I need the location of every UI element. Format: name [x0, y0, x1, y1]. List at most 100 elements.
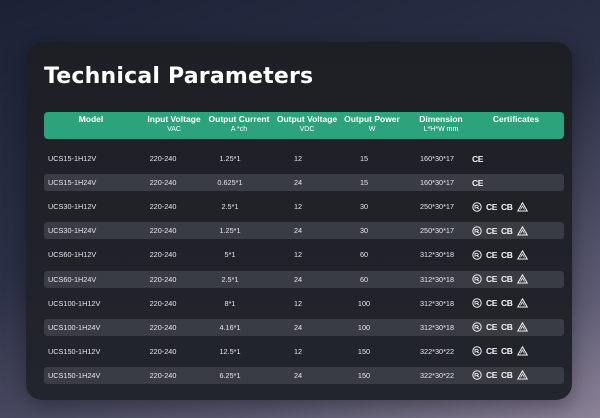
cell-model: UCS150-1H12V — [48, 346, 101, 356]
ukca-triangle-mark-icon — [516, 225, 528, 236]
table-header: Model Input Voltage VAC Output Current A *… — [44, 112, 564, 139]
table-row: UCS100-1H12V 220-240 8*1 12 100 312*30*18 CE CB — [44, 295, 564, 312]
cell-model: UCS15-1H24V — [48, 178, 97, 188]
cell-certificates: CE CB — [472, 367, 528, 384]
cell-output-current: 2.5*1 — [221, 202, 239, 212]
cell-dimension: 322*30*22 — [419, 370, 455, 380]
ukca-triangle-mark-icon — [516, 370, 528, 380]
cell-output-voltage: 24 — [293, 274, 303, 284]
rcm-mark-icon — [472, 274, 482, 284]
cell-output-current: 2.5*1 — [221, 274, 239, 284]
ce-mark-icon: CE — [486, 370, 498, 381]
header-model: Model — [78, 114, 104, 124]
cb-mark-icon: CB — [501, 201, 513, 212]
cell-certificates: CE — [472, 174, 483, 191]
cell-output-current: 5*1 — [224, 250, 236, 260]
table-row: UCS30-1H24V 220-240 1.25*1 24 30 250*30*17 CE C… — [44, 222, 564, 240]
table-row: UCS60-1H24V 220-240 2.5*1 24 60 312*30*18 CE CB — [44, 270, 564, 288]
cell-model: UCS100-1H24V — [48, 322, 101, 332]
cell-certificates: CE CB — [472, 246, 528, 263]
cell-output-voltage: 12 — [293, 154, 303, 163]
cell-output-power: 15 — [359, 178, 369, 188]
ce-mark-icon: CE — [486, 322, 498, 333]
cell-output-current: 1.25*1 — [219, 226, 241, 236]
cell-dimension: 160*30*17 — [419, 154, 455, 163]
rcm-mark-icon — [472, 250, 482, 260]
rcm-mark-icon — [472, 226, 482, 236]
ukca-triangle-mark-icon — [516, 249, 528, 260]
cell-certificates: CE CB — [472, 198, 528, 215]
ce-mark-icon: CE — [486, 249, 498, 260]
table-row: UCS15-1H12V 220-240 1.25*1 12 15 160*30*17 CE — [44, 150, 564, 167]
cell-output-voltage: 12 — [293, 250, 303, 260]
cell-model: UCS30-1H12V — [48, 202, 97, 212]
page-title: Technical Parameters — [44, 64, 314, 89]
cell-dimension: 250*30*17 — [419, 202, 455, 212]
cell-model: UCS60-1H12V — [48, 250, 97, 260]
cell-dimension: 312*30*18 — [419, 322, 455, 332]
cell-output-power: 150 — [357, 346, 371, 356]
cell-input-voltage: 220-240 — [149, 274, 177, 284]
cell-input-voltage: 220-240 — [149, 346, 177, 356]
cell-output-voltage: 24 — [293, 370, 303, 380]
cb-mark-icon: CB — [501, 298, 513, 309]
header-output-power: Output Power W — [344, 114, 400, 133]
cell-model: UCS15-1H12V — [48, 154, 97, 163]
cb-mark-icon: CB — [501, 322, 513, 333]
cell-dimension: 160*30*17 — [419, 178, 455, 188]
cb-mark-icon: CB — [501, 249, 513, 260]
cell-model: UCS60-1H24V — [48, 274, 97, 284]
cell-output-voltage: 24 — [293, 226, 303, 236]
cell-output-power: 60 — [359, 274, 369, 284]
cell-output-power: 30 — [359, 226, 369, 236]
cell-output-current: 0.625*1 — [217, 178, 243, 188]
table-row: UCS60-1H12V 220-240 5*1 12 60 312*30*18 CE CB — [44, 246, 564, 263]
cell-certificates: CE CB — [472, 222, 528, 239]
cell-certificates: CE CB — [472, 319, 528, 336]
cell-dimension: 322*30*22 — [419, 346, 455, 356]
ukca-triangle-mark-icon — [516, 201, 528, 212]
cell-model: UCS30-1H24V — [48, 226, 97, 236]
cb-mark-icon: CB — [501, 225, 513, 236]
cell-output-voltage: 24 — [293, 178, 303, 188]
cell-input-voltage: 220-240 — [149, 250, 177, 260]
cell-dimension: 312*30*18 — [419, 274, 455, 284]
ukca-triangle-mark-icon — [516, 322, 528, 332]
ukca-triangle-mark-icon — [516, 274, 528, 284]
table-row: UCS150-1H24V 220-240 6.25*1 24 150 322*30*22 C… — [44, 366, 564, 384]
cell-certificates: CE CB — [472, 343, 528, 360]
cell-input-voltage: 220-240 — [149, 322, 177, 332]
cell-output-power: 60 — [359, 250, 369, 260]
cb-mark-icon: CB — [501, 274, 513, 284]
ce-mark-icon: CE — [472, 177, 484, 188]
header-dimension: Dimension L*H*W mm — [419, 114, 463, 133]
cell-certificates: CE — [472, 150, 483, 167]
rcm-mark-icon — [472, 201, 482, 212]
cell-output-power: 15 — [359, 154, 369, 163]
table-row: UCS100-1H24V 220-240 4.16*1 24 100 312*30*18 C… — [44, 318, 564, 336]
cell-output-power: 100 — [357, 322, 371, 332]
cell-model: UCS100-1H12V — [48, 298, 101, 308]
cb-mark-icon: CB — [501, 370, 513, 381]
cell-input-voltage: 220-240 — [149, 178, 177, 188]
cell-output-current: 6.25*1 — [219, 370, 241, 380]
header-output-current: Output Current A *ch — [208, 114, 270, 133]
rcm-mark-icon — [472, 298, 482, 308]
cell-output-voltage: 24 — [293, 322, 303, 332]
cell-input-voltage: 220-240 — [149, 298, 177, 308]
table-row: UCS30-1H12V 220-240 2.5*1 12 30 250*30*17 CE CB — [44, 198, 564, 215]
cell-output-current: 4.16*1 — [219, 322, 241, 332]
cell-dimension: 312*30*18 — [419, 298, 455, 308]
ukca-triangle-mark-icon — [516, 298, 528, 308]
cell-input-voltage: 220-240 — [149, 370, 177, 380]
parameters-card: Technical Parameters Model Input Voltage… — [26, 42, 572, 400]
cell-dimension: 250*30*17 — [419, 226, 455, 236]
ce-mark-icon: CE — [486, 298, 498, 309]
cell-output-voltage: 12 — [293, 346, 303, 356]
table-row: UCS15-1H24V 220-240 0.625*1 24 15 160*30*17 CE — [44, 174, 564, 192]
cell-output-power: 100 — [357, 298, 371, 308]
cell-input-voltage: 220-240 — [149, 202, 177, 212]
cell-output-current: 12.5*1 — [219, 346, 241, 356]
ukca-triangle-mark-icon — [516, 346, 528, 356]
cell-output-voltage: 12 — [293, 202, 303, 212]
